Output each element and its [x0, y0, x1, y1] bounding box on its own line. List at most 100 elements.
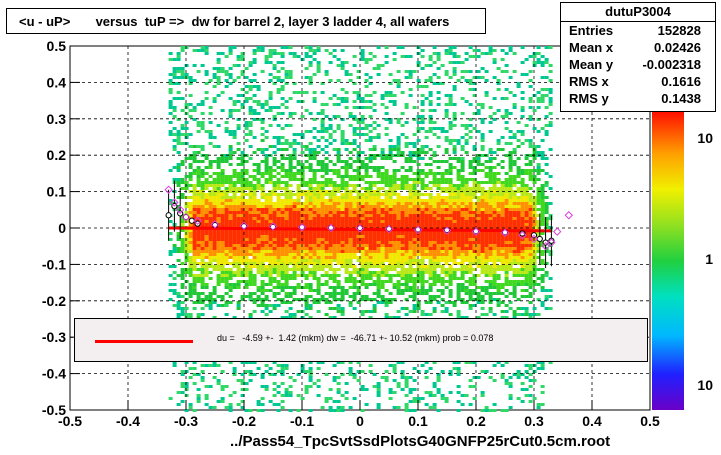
heatmap-cell [340, 247, 345, 250]
heatmap-cell [416, 214, 421, 217]
heatmap-cell [184, 253, 189, 256]
heatmap-cell [376, 64, 381, 67]
heatmap-cell [360, 217, 365, 220]
heatmap-cell [196, 214, 201, 217]
heatmap-cell [236, 241, 241, 244]
heatmap-cell [204, 394, 209, 397]
heatmap-cell [256, 265, 261, 268]
heatmap-cell [264, 103, 269, 106]
heatmap-cell [308, 220, 313, 223]
heatmap-cell [408, 154, 413, 157]
heatmap-cell [460, 163, 465, 166]
heatmap-cell [500, 220, 505, 223]
heatmap-cell [500, 409, 505, 412]
heatmap-cell [336, 199, 341, 202]
heatmap-cell [184, 238, 189, 241]
heatmap-cell [332, 298, 337, 301]
heatmap-cell [468, 238, 473, 241]
heatmap-cell [300, 91, 305, 94]
heatmap-cell [360, 178, 365, 181]
heatmap-cell [240, 187, 245, 190]
heatmap-cell [448, 370, 453, 373]
heatmap-cell [324, 292, 329, 295]
heatmap-cell [332, 235, 337, 238]
heatmap-cell [272, 382, 277, 385]
heatmap-cell [260, 202, 265, 205]
heatmap-cell [212, 235, 217, 238]
heatmap-cell [384, 313, 389, 316]
heatmap-cell [504, 259, 509, 262]
heatmap-cell [328, 79, 333, 82]
heatmap-cell [180, 229, 185, 232]
heatmap-cell [336, 250, 341, 253]
heatmap-cell [228, 130, 233, 133]
heatmap-cell [432, 205, 437, 208]
heatmap-cell [448, 235, 453, 238]
heatmap-cell [192, 268, 197, 271]
heatmap-cell [328, 295, 333, 298]
heatmap-cell [224, 292, 229, 295]
heatmap-cell [468, 226, 473, 229]
heatmap-cell [480, 265, 485, 268]
heatmap-cell [404, 277, 409, 280]
heatmap-cell [376, 175, 381, 178]
heatmap-cell [392, 364, 397, 367]
heatmap-cell [188, 76, 193, 79]
heatmap-cell [312, 382, 317, 385]
heatmap-cell [176, 259, 181, 262]
heatmap-cell [480, 307, 485, 310]
heatmap-cell [400, 133, 405, 136]
heatmap-cell [392, 145, 397, 148]
heatmap-cell [300, 370, 305, 373]
heatmap-cell [288, 292, 293, 295]
heatmap-cell [192, 292, 197, 295]
heatmap-cell [396, 184, 401, 187]
heatmap-cell [344, 382, 349, 385]
heatmap-cell [224, 187, 229, 190]
heatmap-cell [404, 262, 409, 265]
heatmap-cell [276, 148, 281, 151]
heatmap-cell [240, 151, 245, 154]
heatmap-cell [308, 262, 313, 265]
heatmap-cell [388, 157, 393, 160]
heatmap-cell [252, 199, 257, 202]
heatmap-cell [176, 67, 181, 70]
heatmap-cell [196, 178, 201, 181]
heatmap-cell [336, 148, 341, 151]
heatmap-cell [172, 148, 177, 151]
heatmap-cell [420, 100, 425, 103]
heatmap-cell [184, 103, 189, 106]
heatmap-cell [400, 220, 405, 223]
heatmap-cell [404, 274, 409, 277]
heatmap-cell [176, 166, 181, 169]
heatmap-cell [476, 223, 481, 226]
heatmap-cell [308, 283, 313, 286]
heatmap-cell [484, 286, 489, 289]
heatmap-cell [452, 88, 457, 91]
heatmap-cell [360, 280, 365, 283]
heatmap-cell [196, 229, 201, 232]
heatmap-cell [332, 241, 337, 244]
heatmap-cell [408, 88, 413, 91]
heatmap-cell [428, 187, 433, 190]
heatmap-cell [420, 238, 425, 241]
heatmap-cell [420, 280, 425, 283]
heatmap-cell [356, 97, 361, 100]
heatmap-cell [472, 145, 477, 148]
heatmap-cell [248, 61, 253, 64]
heatmap-cell [368, 82, 373, 85]
heatmap-cell [252, 244, 257, 247]
heatmap-cell [200, 217, 205, 220]
heatmap-cell [300, 259, 305, 262]
heatmap-cell [448, 244, 453, 247]
heatmap-cell [244, 295, 249, 298]
heatmap-cell [304, 244, 309, 247]
heatmap-cell [408, 190, 413, 193]
heatmap-cell [336, 241, 341, 244]
heatmap-cell [428, 406, 433, 409]
heatmap-cell [280, 250, 285, 253]
heatmap-cell [452, 244, 457, 247]
heatmap-cell [456, 217, 461, 220]
heatmap-cell [336, 205, 341, 208]
heatmap-cell [348, 223, 353, 226]
